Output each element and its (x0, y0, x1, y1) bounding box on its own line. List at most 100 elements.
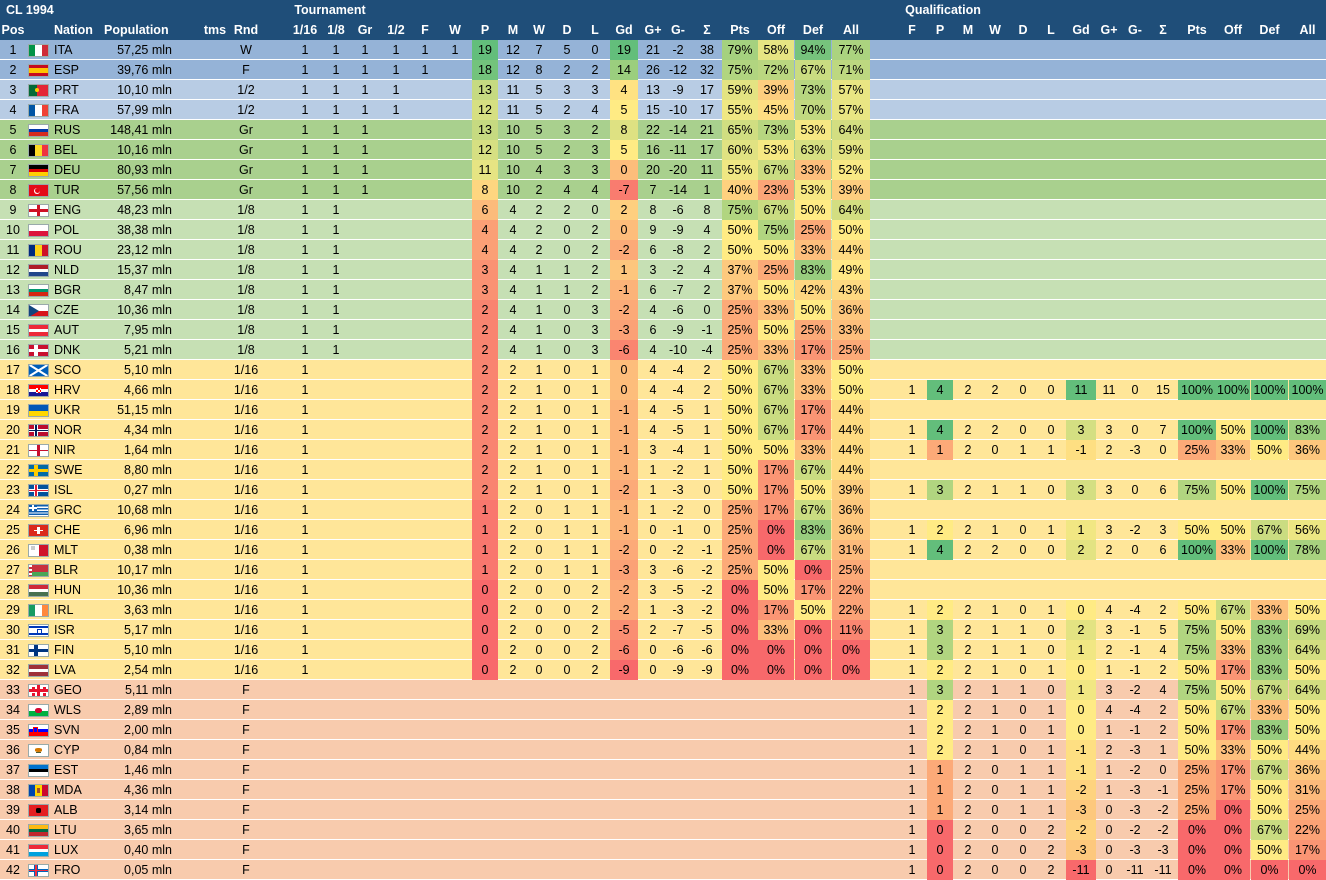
cell-r16: 1 (301, 263, 309, 277)
cell-l: 2 (591, 603, 599, 617)
cell-pts: 37% (722, 280, 758, 300)
col-header-tms: tms (203, 23, 227, 37)
cell-off: 33% (758, 340, 794, 360)
cell-q_gd: 3 (1066, 480, 1096, 500)
cell-q_w: 1 (991, 703, 999, 717)
cell-gminus: -9 (672, 323, 684, 337)
flag-ltu-icon (28, 824, 49, 837)
cell-gd: 0 (610, 380, 638, 400)
cell-q_m: 2 (964, 743, 972, 757)
cell-q_sigma: 6 (1159, 543, 1167, 557)
cell-wins: 2 (535, 223, 543, 237)
cell-pos: 6 (9, 143, 17, 157)
cell-q_all: 17% (1289, 840, 1326, 860)
flag-isr-icon (28, 624, 49, 637)
cell-pos: 11 (6, 243, 20, 257)
cell-q_gminus: -2 (1129, 763, 1141, 777)
cell-pts: 50% (722, 360, 758, 380)
cell-q_gd: 11 (1066, 380, 1096, 400)
cell-q_w: 1 (991, 603, 999, 617)
flag-fra-icon (28, 104, 49, 117)
cell-gminus: -5 (672, 423, 684, 437)
cell-population: 4,66 mln (124, 383, 172, 397)
cell-q_sigma: 4 (1159, 643, 1167, 657)
cell-rnd: 1/16 (233, 603, 259, 617)
cell-def: 67% (795, 500, 831, 520)
cell-pts: 50% (722, 240, 758, 260)
cell-rnd: Gr (239, 123, 253, 137)
cell-population: 1,64 mln (124, 443, 172, 457)
cell-q_f: 1 (908, 803, 916, 817)
cell-gplus: 4 (649, 403, 657, 417)
cell-d: 1 (563, 523, 571, 537)
cell-pts: 25% (722, 520, 758, 540)
cell-gminus: -4 (672, 363, 684, 377)
cell-gplus: 26 (646, 63, 660, 77)
cell-q_w: 2 (991, 543, 999, 557)
cell-q_w: 0 (991, 763, 999, 777)
cell-q_gd: 1 (1066, 680, 1096, 700)
cell-d: 0 (563, 403, 571, 417)
cell-all: 36% (832, 500, 870, 520)
cell-q_all: 44% (1289, 740, 1326, 760)
col-header-q_gplus: G+ (1100, 23, 1118, 37)
cell-q_gplus: 3 (1105, 683, 1113, 697)
cell-population: 8,80 mln (124, 463, 172, 477)
cell-r16: 1 (301, 43, 309, 57)
cell-q_w: 1 (991, 683, 999, 697)
cell-p: 0 (472, 580, 498, 600)
table-row: 9 ENG 48,23 mln 1/8 1 1 6 4 2 2 0 2 8 -6 8 75% 67% 50% 64% (0, 200, 1326, 220)
cell-q_all: 64% (1289, 680, 1326, 700)
cell-q_d: 1 (1019, 683, 1027, 697)
cell-population: 57,56 mln (117, 183, 172, 197)
cell-q_d: 0 (1019, 603, 1027, 617)
cell-nation: GRC (54, 503, 82, 517)
cell-wins: 1 (535, 303, 543, 317)
cell-gd: -6 (610, 640, 638, 660)
cell-q_d: 0 (1019, 843, 1027, 857)
cell-q_def: 100% (1251, 380, 1288, 400)
cell-q_off: 17% (1216, 780, 1250, 800)
cell-gplus: 2 (649, 623, 657, 637)
cell-pts: 50% (722, 460, 758, 480)
cell-q_off: 33% (1216, 740, 1250, 760)
table-row: 30 ISR 5,17 mln 1/16 1 0 2 0 0 2 -5 2 -7 -5 0% 33% 0% 11%… (0, 620, 1326, 640)
col-header-l: L (591, 23, 599, 37)
cell-all: 44% (832, 420, 870, 440)
cell-q_p: 1 (927, 780, 953, 800)
cell-q_w: 0 (991, 843, 999, 857)
cell-def: 42% (795, 280, 831, 300)
cell-q_all: 36% (1289, 440, 1326, 460)
cell-pos: 37 (6, 763, 20, 777)
cell-q_sigma: 2 (1159, 723, 1167, 737)
cell-r16: 1 (301, 63, 309, 77)
cell-q_d: 0 (1019, 383, 1027, 397)
cell-r16: 1 (301, 303, 309, 317)
cell-rnd: 1/2 (237, 83, 255, 97)
cell-all: 22% (832, 600, 870, 620)
table-row: 27 BLR 10,17 mln 1/16 1 1 2 0 1 1 -3 3 -6 -2 25% 50% 0% 2… (0, 560, 1326, 580)
cell-q_gminus: -4 (1129, 603, 1141, 617)
cell-m: 2 (509, 443, 517, 457)
cell-wins: 5 (535, 143, 543, 157)
cell-q_gminus: -3 (1129, 843, 1141, 857)
cell-pts: 25% (722, 560, 758, 580)
cell-q_gd: -11 (1066, 860, 1096, 880)
flag-hun-icon (28, 584, 49, 597)
cell-l: 3 (591, 323, 599, 337)
cell-q_d: 1 (1019, 443, 1027, 457)
cell-def: 33% (795, 360, 831, 380)
table-row: 36 CYP 0,84 mln F 1 2 2 1 0 1 -1 2 -3 1 50% 33% 50% 44% (0, 740, 1326, 760)
cell-q_m: 2 (964, 623, 972, 637)
cell-pts: 79% (722, 40, 758, 60)
cell-q_all: 0% (1289, 860, 1326, 880)
cell-q_off: 50% (1216, 520, 1250, 540)
cell-gr: 1 (361, 143, 369, 157)
cell-rnd: 1/8 (237, 283, 255, 297)
cell-q_d: 1 (1019, 803, 1027, 817)
cell-q_gminus: 0 (1131, 383, 1139, 397)
cell-rnd: 1/8 (237, 303, 255, 317)
cell-l: 2 (591, 643, 599, 657)
cell-def: 0% (795, 660, 831, 680)
